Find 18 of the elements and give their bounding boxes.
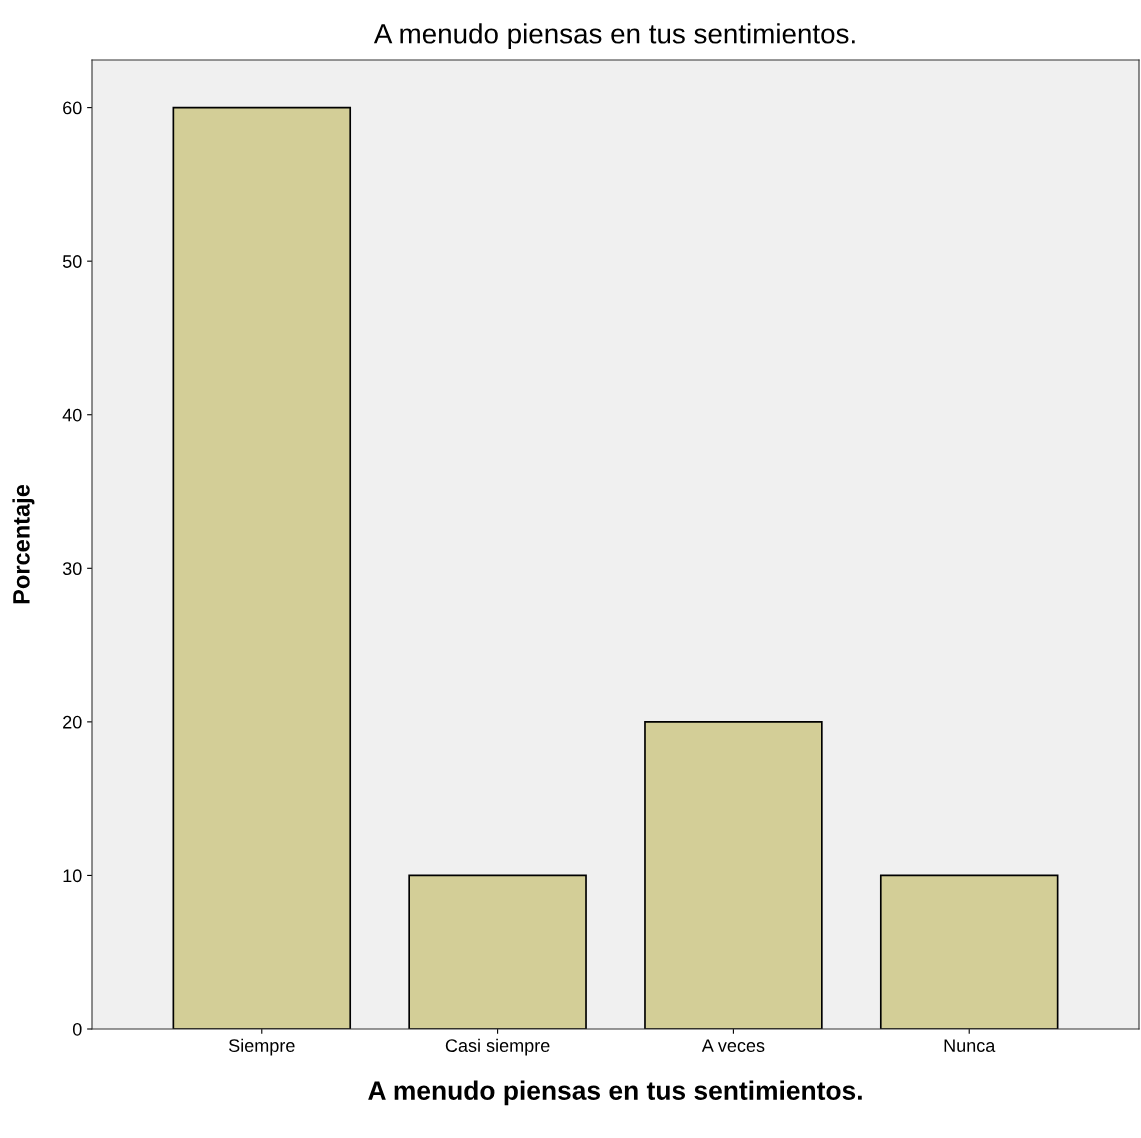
y-tick-label: 10	[63, 869, 82, 883]
bar	[408, 874, 587, 1029]
bar	[879, 874, 1059, 1029]
y-tick-label: 40	[62, 408, 82, 422]
chart-title: A menudo piensas en tus sentimientos.	[373, 23, 855, 50]
y-tick-label: 60	[63, 101, 82, 115]
y-tick-label: 30	[62, 562, 82, 576]
bar	[172, 106, 352, 1029]
y-axis-title: Porcentaje	[12, 484, 35, 604]
bar	[644, 721, 823, 1029]
y-tick-label: 50	[62, 255, 82, 268]
x-tick-label: Siempre	[228, 1038, 295, 1056]
y-tick-label: 20	[63, 715, 82, 729]
x-tick-label: Casi siempre	[445, 1038, 550, 1056]
x-tick-label: A veces	[701, 1039, 765, 1052]
x-tick-label: Nunca	[944, 1039, 996, 1052]
y-tick-label: 0	[72, 1022, 82, 1036]
x-axis-title: A menudo piensas en tus sentimientos.	[368, 1080, 862, 1106]
